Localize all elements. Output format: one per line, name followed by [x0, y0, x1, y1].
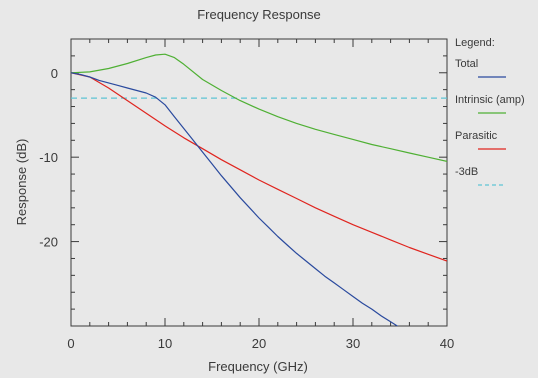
x-axis-label: Frequency (GHz) [208, 359, 308, 374]
legend-title: Legend: [455, 37, 495, 49]
series-line-total [71, 72, 399, 326]
x-tick-label: 30 [346, 336, 360, 351]
axis-ticks [70, 38, 448, 327]
y-axis-label: Response (dB) [14, 139, 29, 226]
legend-label-parasitic: Parasitic [455, 130, 498, 142]
legend-label-3db: -3dB [455, 166, 478, 178]
series-line-parasitic [71, 72, 447, 262]
series-lines [71, 53, 447, 326]
y-tick-label: -10 [39, 150, 58, 165]
y-tick-labels: 0 -10 -20 [39, 66, 58, 250]
x-tick-label: 20 [252, 336, 266, 351]
x-tick-label: 0 [67, 336, 74, 351]
x-tick-label: 10 [158, 336, 172, 351]
series-line-intrinsic-amp [71, 53, 447, 162]
y-tick-label: -20 [39, 235, 58, 250]
x-tick-label: 40 [440, 336, 454, 351]
y-tick-label: 0 [51, 66, 58, 81]
legend-label-total: Total [455, 58, 478, 70]
legend-label-intrinsic-amp: Intrinsic (amp) [455, 94, 525, 106]
legend: Legend: Total Intrinsic (amp) Parasitic -3d… [455, 37, 525, 186]
plot-frame [70, 38, 448, 327]
x-tick-labels: 0 10 20 30 40 [67, 336, 454, 351]
chart-title: Frequency Response [197, 7, 321, 22]
